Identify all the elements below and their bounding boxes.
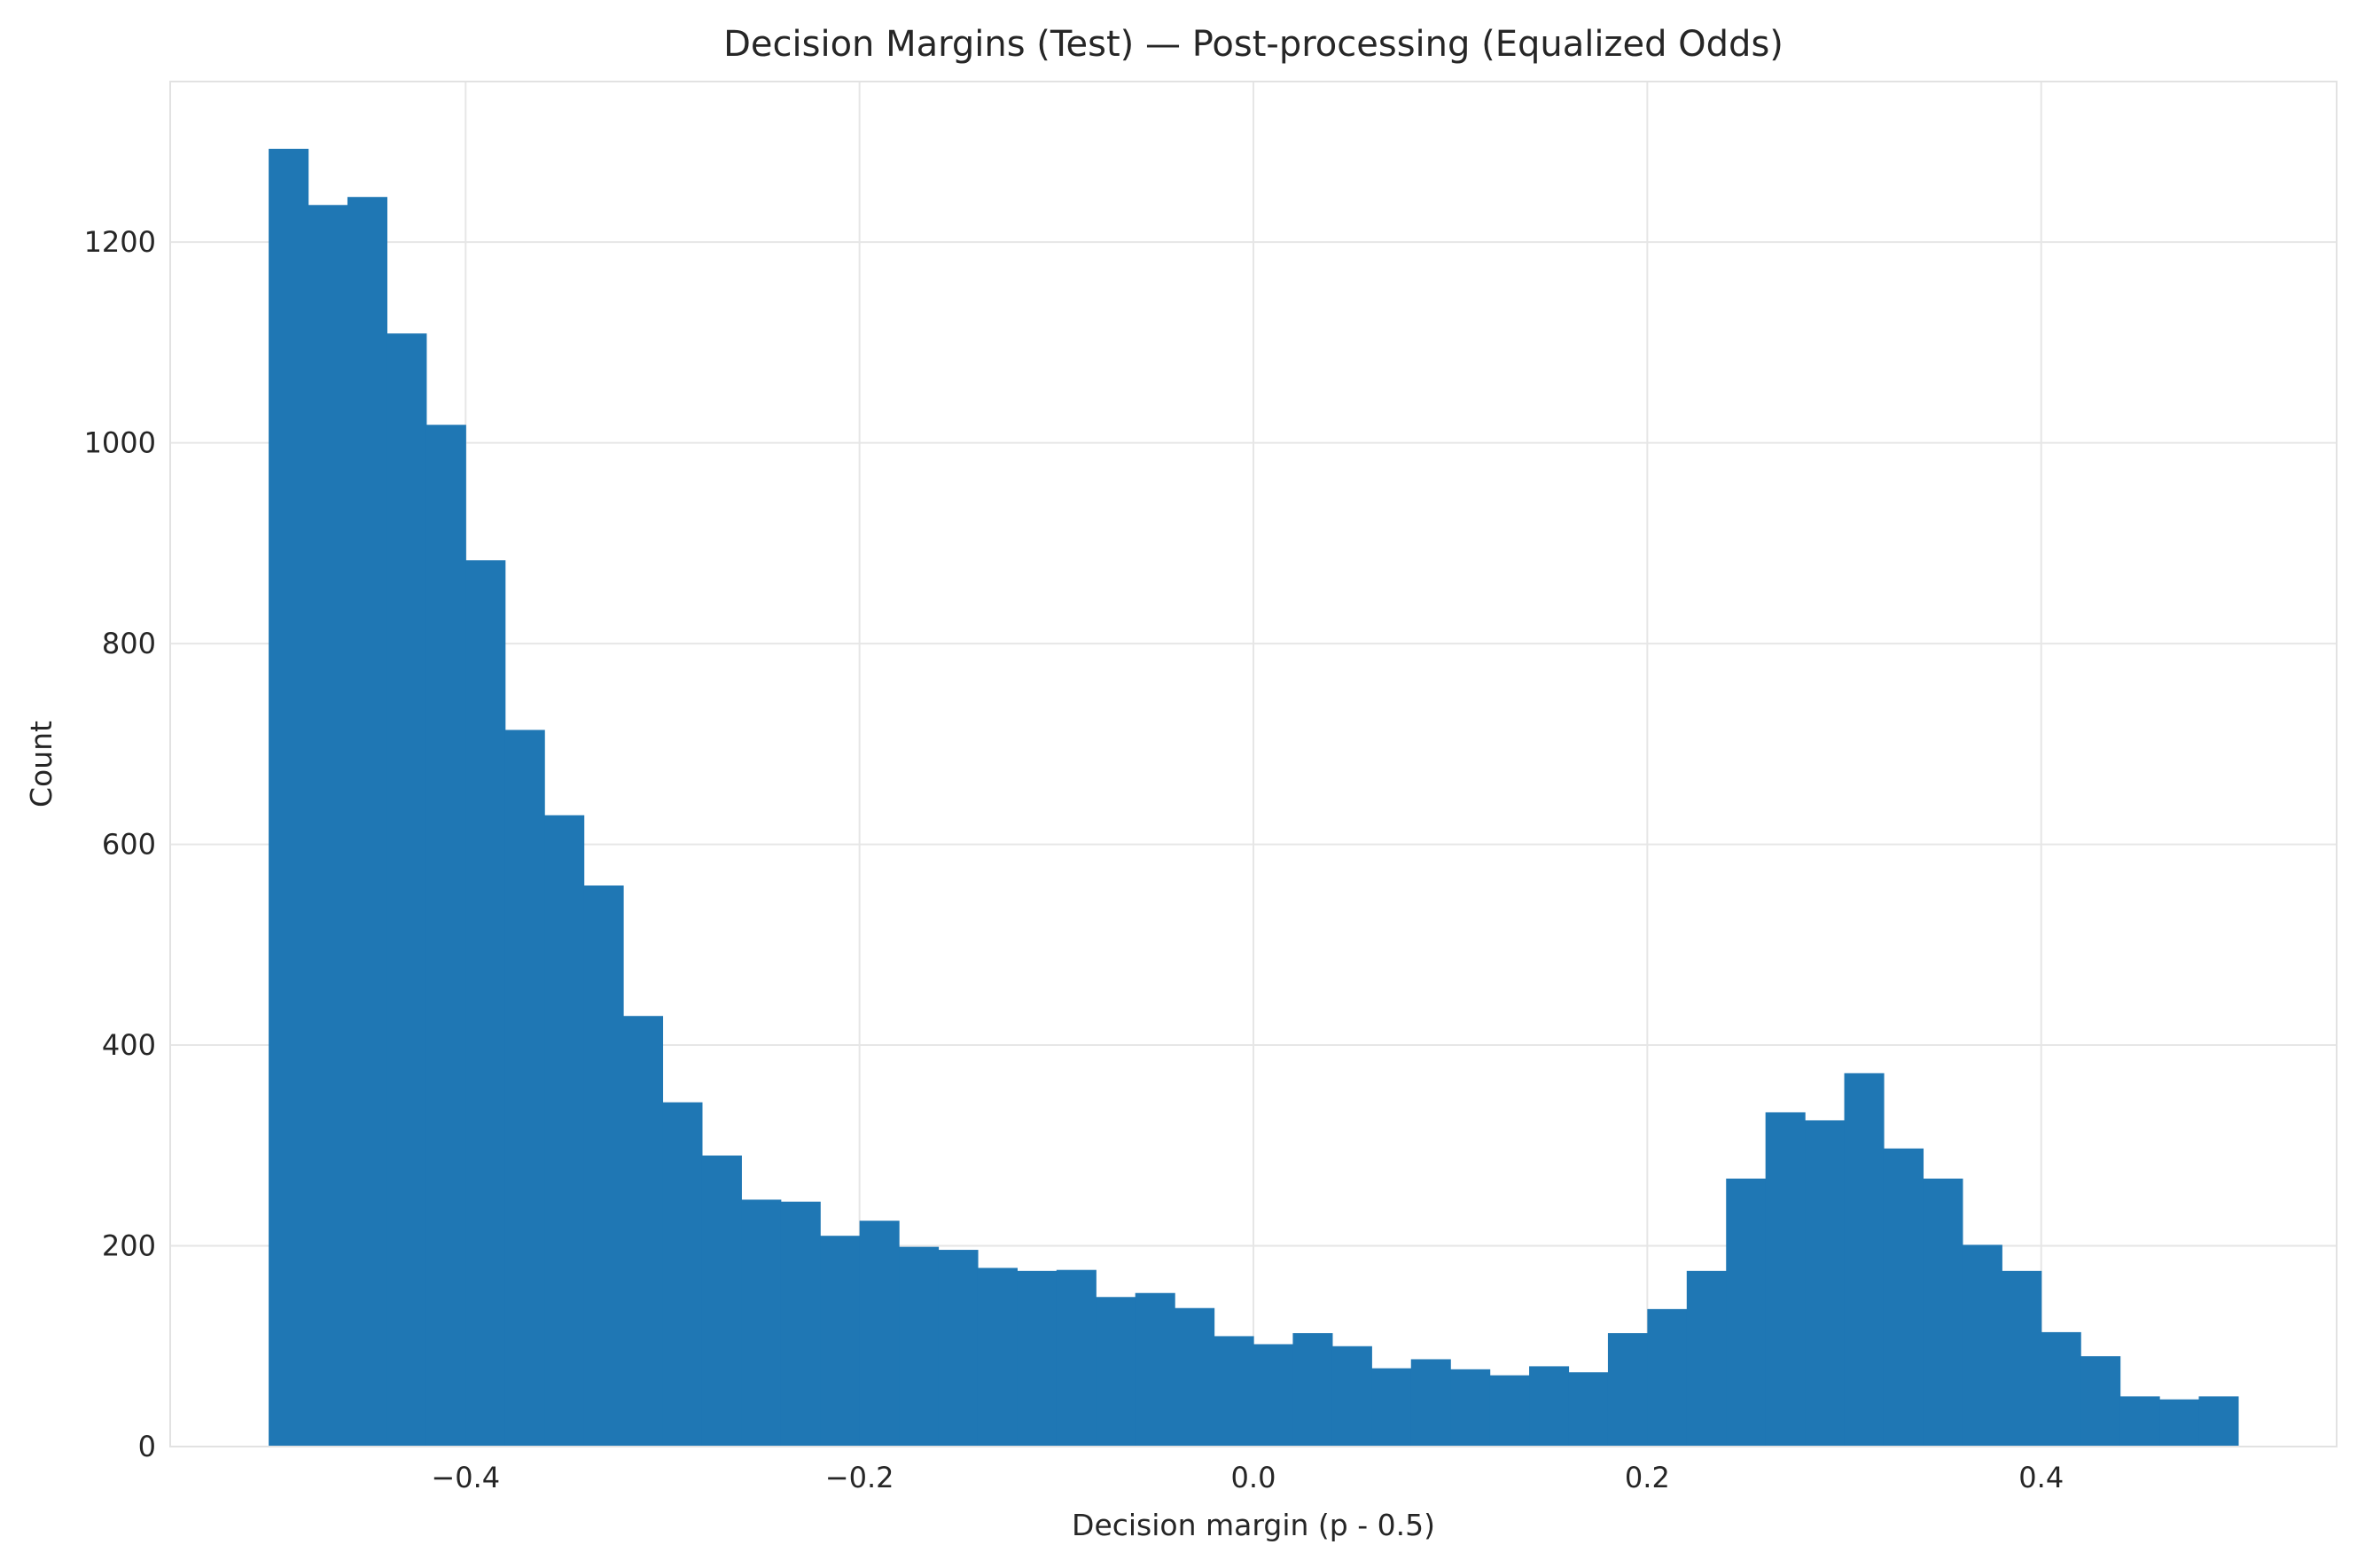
histogram-bar [1450,1369,1491,1447]
histogram-bar [2159,1399,2200,1447]
histogram-bar [1489,1375,1530,1447]
histogram-bar [1253,1344,1294,1447]
histogram-bar [1568,1372,1609,1447]
y-tick-label: 600 [102,828,156,862]
histogram-bar [1331,1346,1372,1447]
y-tick-label: 0 [138,1430,156,1463]
histogram-bar [308,205,348,1447]
histogram-bar [504,729,545,1447]
histogram-bar [623,1016,664,1447]
histogram-bar [662,1102,703,1447]
histogram-bar [1529,1366,1570,1447]
histogram-bar [269,148,309,1447]
histogram-bar [1726,1178,1767,1447]
histogram-bar [1765,1112,1806,1447]
histogram-bar [1962,1244,2002,1447]
histogram-bar [347,197,387,1447]
histogram-bar [1175,1307,1215,1447]
histogram-bar [425,425,466,1447]
y-tick-label: 1000 [84,426,156,460]
histogram-bar [386,333,427,1447]
histogram-bar [583,885,624,1447]
histogram-bar [2041,1331,2081,1447]
x-axis-label: Decision margin (p - 0.5) [1072,1508,1435,1542]
x-tick-labels: −0.4 −0.2 0.0 0.2 0.4 [431,1461,2064,1494]
histogram-bar [859,1221,900,1447]
y-axis-label: Count [24,721,59,807]
histogram-bar [2198,1396,2239,1447]
histogram-bar [1883,1148,1924,1447]
histogram-bar [1371,1368,1412,1447]
histogram-bar [899,1246,940,1447]
histogram-bar [701,1155,742,1447]
histogram-bar [1292,1333,1333,1447]
histogram-bar [1096,1297,1136,1447]
x-tick-label: −0.4 [431,1461,500,1494]
histogram-bar [2119,1396,2160,1447]
y-tick-label: 200 [102,1229,156,1263]
x-tick-label: 0.0 [1231,1461,1276,1494]
x-tick-label: 0.4 [2018,1461,2064,1494]
x-tick-label: 0.2 [1625,1461,1670,1494]
histogram-bar [1805,1119,1846,1447]
histogram-bar [780,1201,821,1447]
histogram-bar [820,1236,861,1447]
y-tick-label: 400 [102,1028,156,1062]
histogram-bar [2080,1356,2121,1447]
histogram-bars [269,148,2239,1447]
histogram-bar [544,815,585,1447]
histogram-bar [1607,1333,1648,1447]
histogram-bar [2002,1270,2042,1447]
axes-frame [169,81,2338,1447]
histogram-bar [1056,1269,1097,1447]
histogram-bar [1647,1308,1688,1447]
histogram-bar [741,1199,782,1447]
histogram-bar [1923,1178,1963,1447]
histogram-bar [1844,1073,1885,1447]
histogram-bar [1135,1292,1175,1447]
histogram-bar [938,1250,979,1447]
y-tick-labels: 0 200 400 600 800 1000 1200 [84,225,156,1463]
y-tick-label: 800 [102,627,156,660]
histogram-bar [1686,1270,1727,1447]
chart-title: Decision Margins (Test) — Post-processin… [723,24,1784,65]
histogram-bar [1214,1336,1254,1447]
histogram-bar [465,560,506,1447]
histogram-bar [977,1268,1018,1447]
histogram-bar [1017,1270,1058,1447]
histogram-bar [1410,1359,1451,1447]
y-tick-label: 1200 [84,225,156,259]
x-tick-label: −0.2 [825,1461,894,1494]
